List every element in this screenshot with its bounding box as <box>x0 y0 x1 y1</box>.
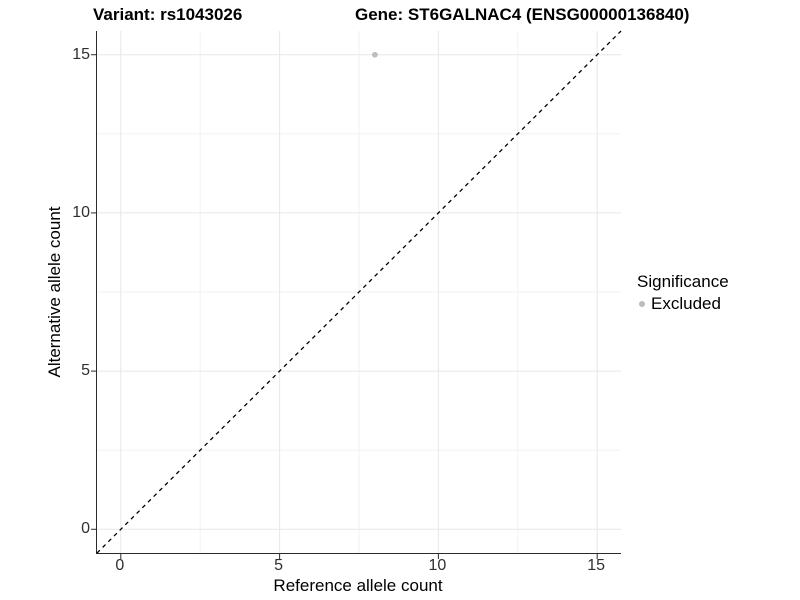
x-tick-label: 15 <box>587 557 606 574</box>
legend-item: Excluded <box>639 295 729 313</box>
plot-panel <box>91 30 622 559</box>
x-axis-title: Reference allele count <box>273 576 443 595</box>
chart-svg <box>91 30 622 559</box>
legend: Significance Excluded <box>637 272 729 313</box>
legend-item-label: Excluded <box>651 294 721 313</box>
plot-title-variant: Variant: rs1043026 <box>93 5 243 24</box>
y-tick-label: 5 <box>81 362 90 380</box>
y-axis-title: Alternative allele count <box>45 206 64 378</box>
plot-title-gene: Gene: ST6GALNAC4 (ENSG00000136840) <box>355 5 690 24</box>
identity-reference-line <box>96 30 622 554</box>
y-tick-label: 0 <box>81 520 90 538</box>
x-tick-label: 10 <box>428 557 447 574</box>
legend-key-dot <box>639 301 645 307</box>
legend-title: Significance <box>637 272 729 291</box>
x-tick-label: 5 <box>274 557 284 574</box>
y-tick-label: 15 <box>72 45 90 63</box>
data-point <box>371 51 378 58</box>
y-tick-label: 10 <box>72 203 90 221</box>
x-tick-label: 0 <box>115 557 125 574</box>
